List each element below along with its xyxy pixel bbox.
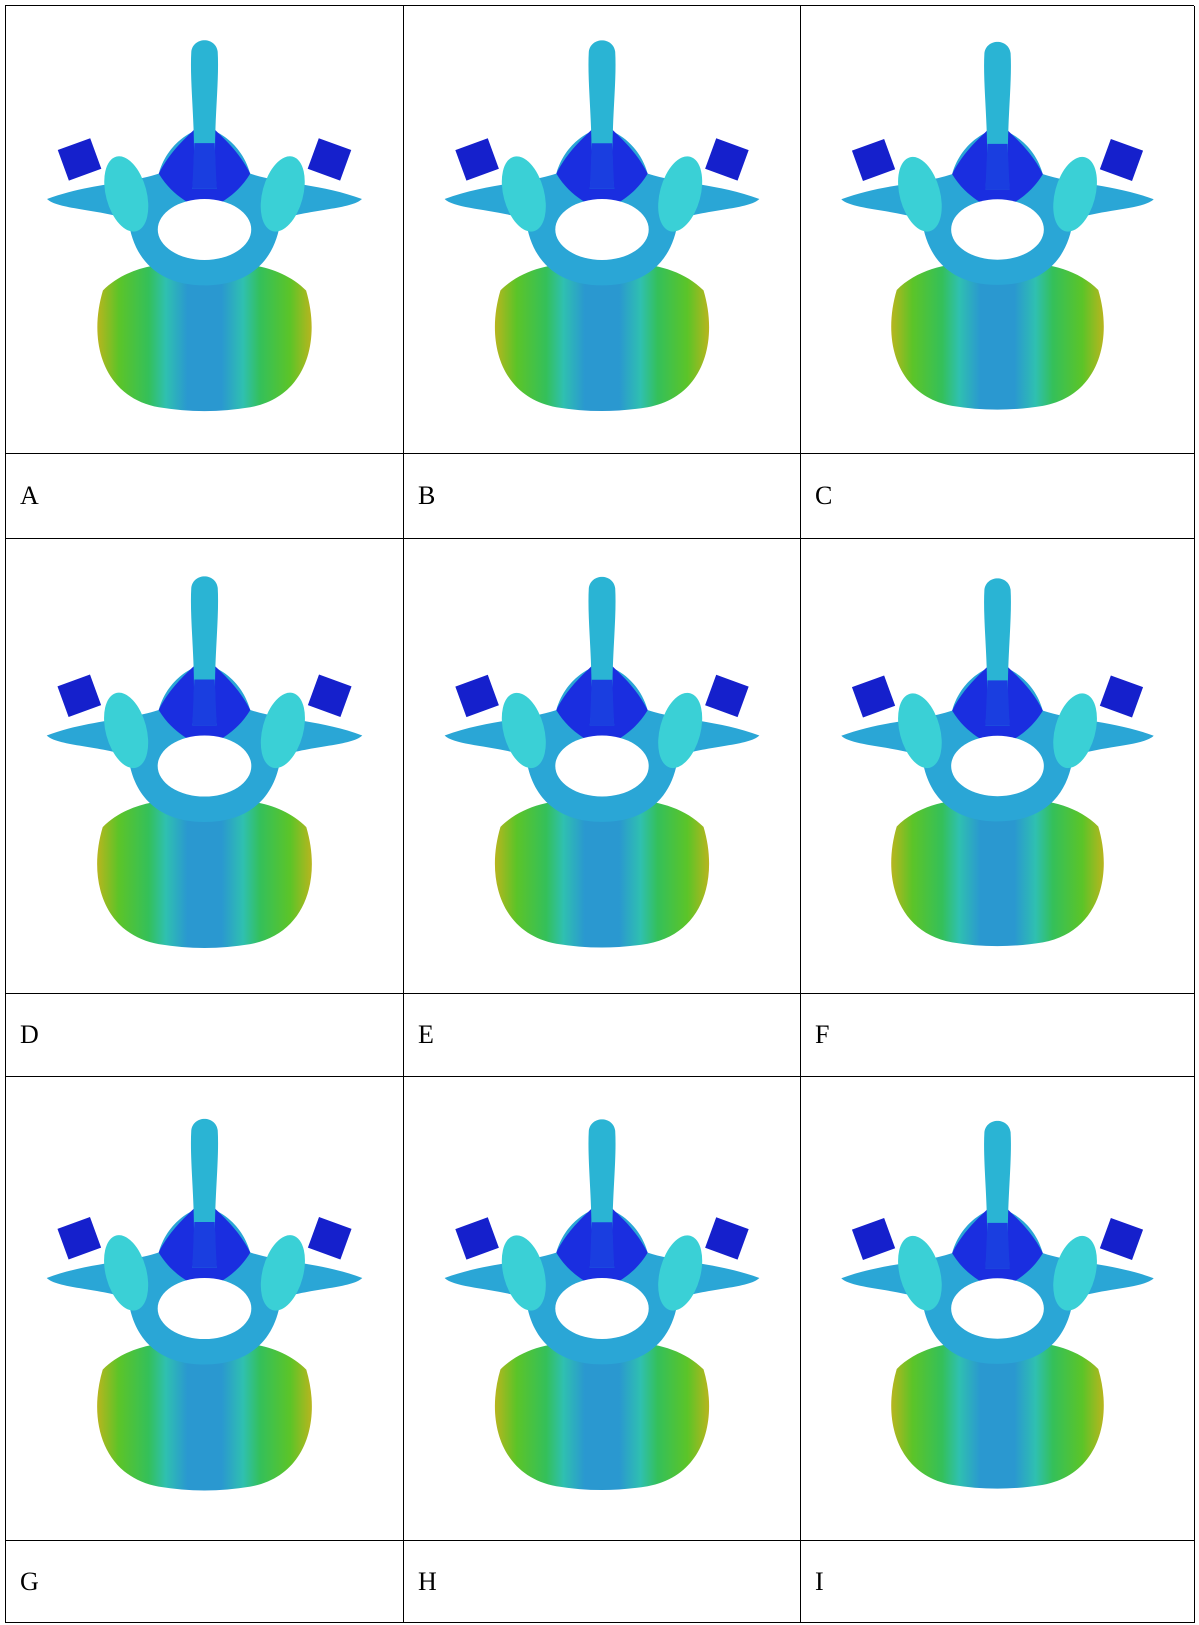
panel-label: H (404, 1541, 801, 1623)
panel-image (404, 539, 801, 994)
panel-label: C (801, 454, 1195, 539)
vertebra (801, 539, 1194, 993)
panel-image (404, 1077, 801, 1541)
figure-table: A B C D E F G H I (5, 5, 1194, 1623)
panel-image (801, 1077, 1195, 1541)
panel-image (404, 6, 801, 454)
panel-label: D (6, 994, 404, 1077)
vertebra (404, 539, 800, 993)
panel-label: G (6, 1541, 404, 1623)
panel-label: F (801, 994, 1195, 1077)
panel-label: A (6, 454, 404, 539)
panel-label: I (801, 1541, 1195, 1623)
vertebra (6, 539, 403, 993)
panel-image (801, 6, 1195, 454)
vertebra (404, 6, 800, 453)
panel-label: E (404, 994, 801, 1077)
panel-image (6, 6, 404, 454)
vertebra (801, 6, 1194, 453)
vertebra (801, 1077, 1194, 1540)
page: A B C D E F G H I (() => { const data = … (0, 0, 1199, 1625)
panel-image (6, 1077, 404, 1541)
panel-image (6, 539, 404, 994)
panel-image (801, 539, 1195, 994)
panel-label: B (404, 454, 801, 539)
vertebra (6, 1077, 403, 1540)
vertebra (6, 6, 403, 453)
vertebra (404, 1077, 800, 1540)
